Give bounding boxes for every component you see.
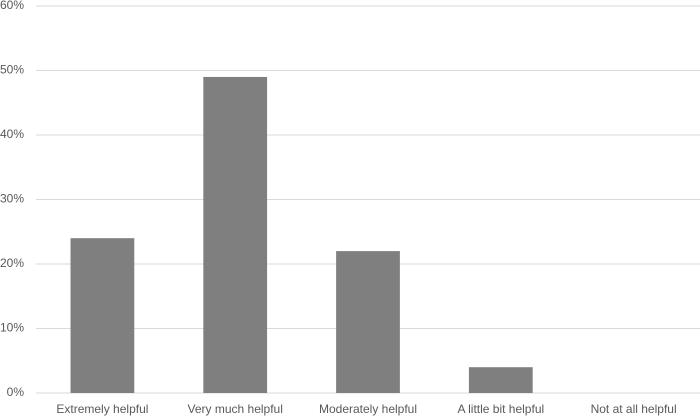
x-tick-label: Very much helpful <box>188 402 283 416</box>
x-tick-label: Extremely helpful <box>56 402 148 416</box>
bar <box>336 251 400 393</box>
x-tick-label: A little bit helpful <box>457 402 544 416</box>
y-tick-label: 50% <box>0 63 24 77</box>
y-tick-label: 30% <box>0 192 24 206</box>
x-tick-label: Not at all helpful <box>591 402 677 416</box>
y-tick-label: 0% <box>7 385 25 399</box>
bar <box>468 367 533 393</box>
y-tick-label: 10% <box>0 321 24 335</box>
bar <box>70 238 135 393</box>
y-tick-label: 20% <box>0 256 24 270</box>
bar <box>203 76 268 393</box>
x-tick-label: Moderately helpful <box>319 402 417 416</box>
y-tick-label: 40% <box>0 127 24 141</box>
y-tick-label: 60% <box>0 0 24 12</box>
